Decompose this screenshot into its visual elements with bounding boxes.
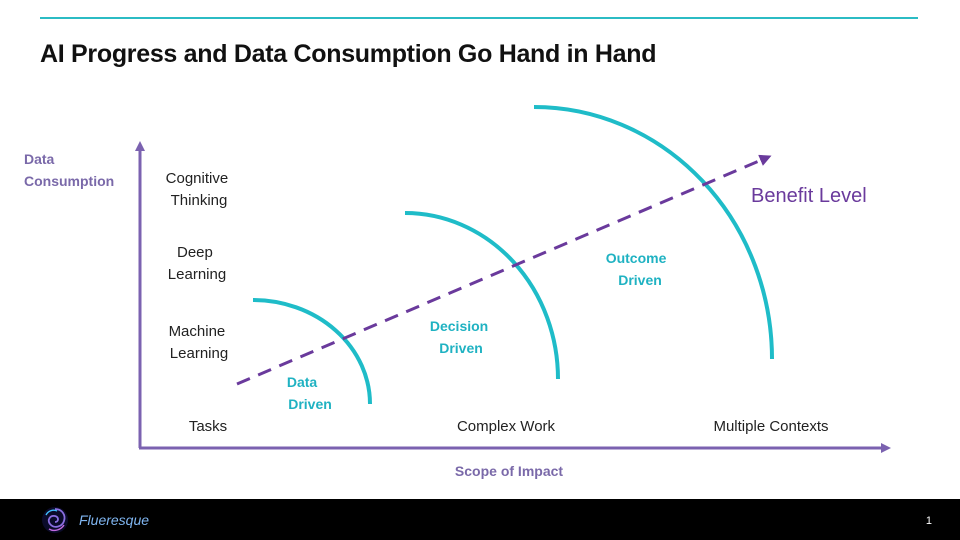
x-level-complex-work: Complex Work — [457, 418, 556, 435]
stage-decision-driven: Decision Driven — [430, 318, 492, 356]
arc-data-driven — [252, 298, 372, 405]
y-axis-label: Data Consumption — [24, 151, 114, 189]
footer-bar: Flueresque 1 — [0, 499, 960, 540]
y-level-cognitive-thinking: Cognitive Thinking — [166, 170, 233, 209]
x-axis-label: Scope of Impact — [455, 463, 563, 479]
stage-outcome-driven: Outcome Driven — [606, 250, 671, 288]
arc-decision-driven — [404, 211, 560, 380]
top-rule — [40, 17, 918, 19]
y-level-deep-learning: Deep Learning — [168, 244, 226, 283]
stage-data-driven: Data Driven — [287, 374, 332, 412]
page-number: 1 — [925, 515, 932, 527]
x-level-tasks: Tasks — [189, 418, 227, 435]
swirl-logo-icon — [42, 507, 68, 533]
arc-outcome-driven — [533, 105, 774, 360]
page-title: AI Progress and Data Consumption Go Hand… — [40, 40, 657, 68]
y-level-machine-learning: Machine Learning — [169, 323, 230, 362]
x-level-multiple-contexts: Multiple Contexts — [713, 418, 828, 435]
benefit-level-label: Benefit Level — [751, 185, 867, 207]
brand-name: Flueresque — [79, 512, 150, 528]
benefit-trend-arrow — [236, 154, 772, 386]
